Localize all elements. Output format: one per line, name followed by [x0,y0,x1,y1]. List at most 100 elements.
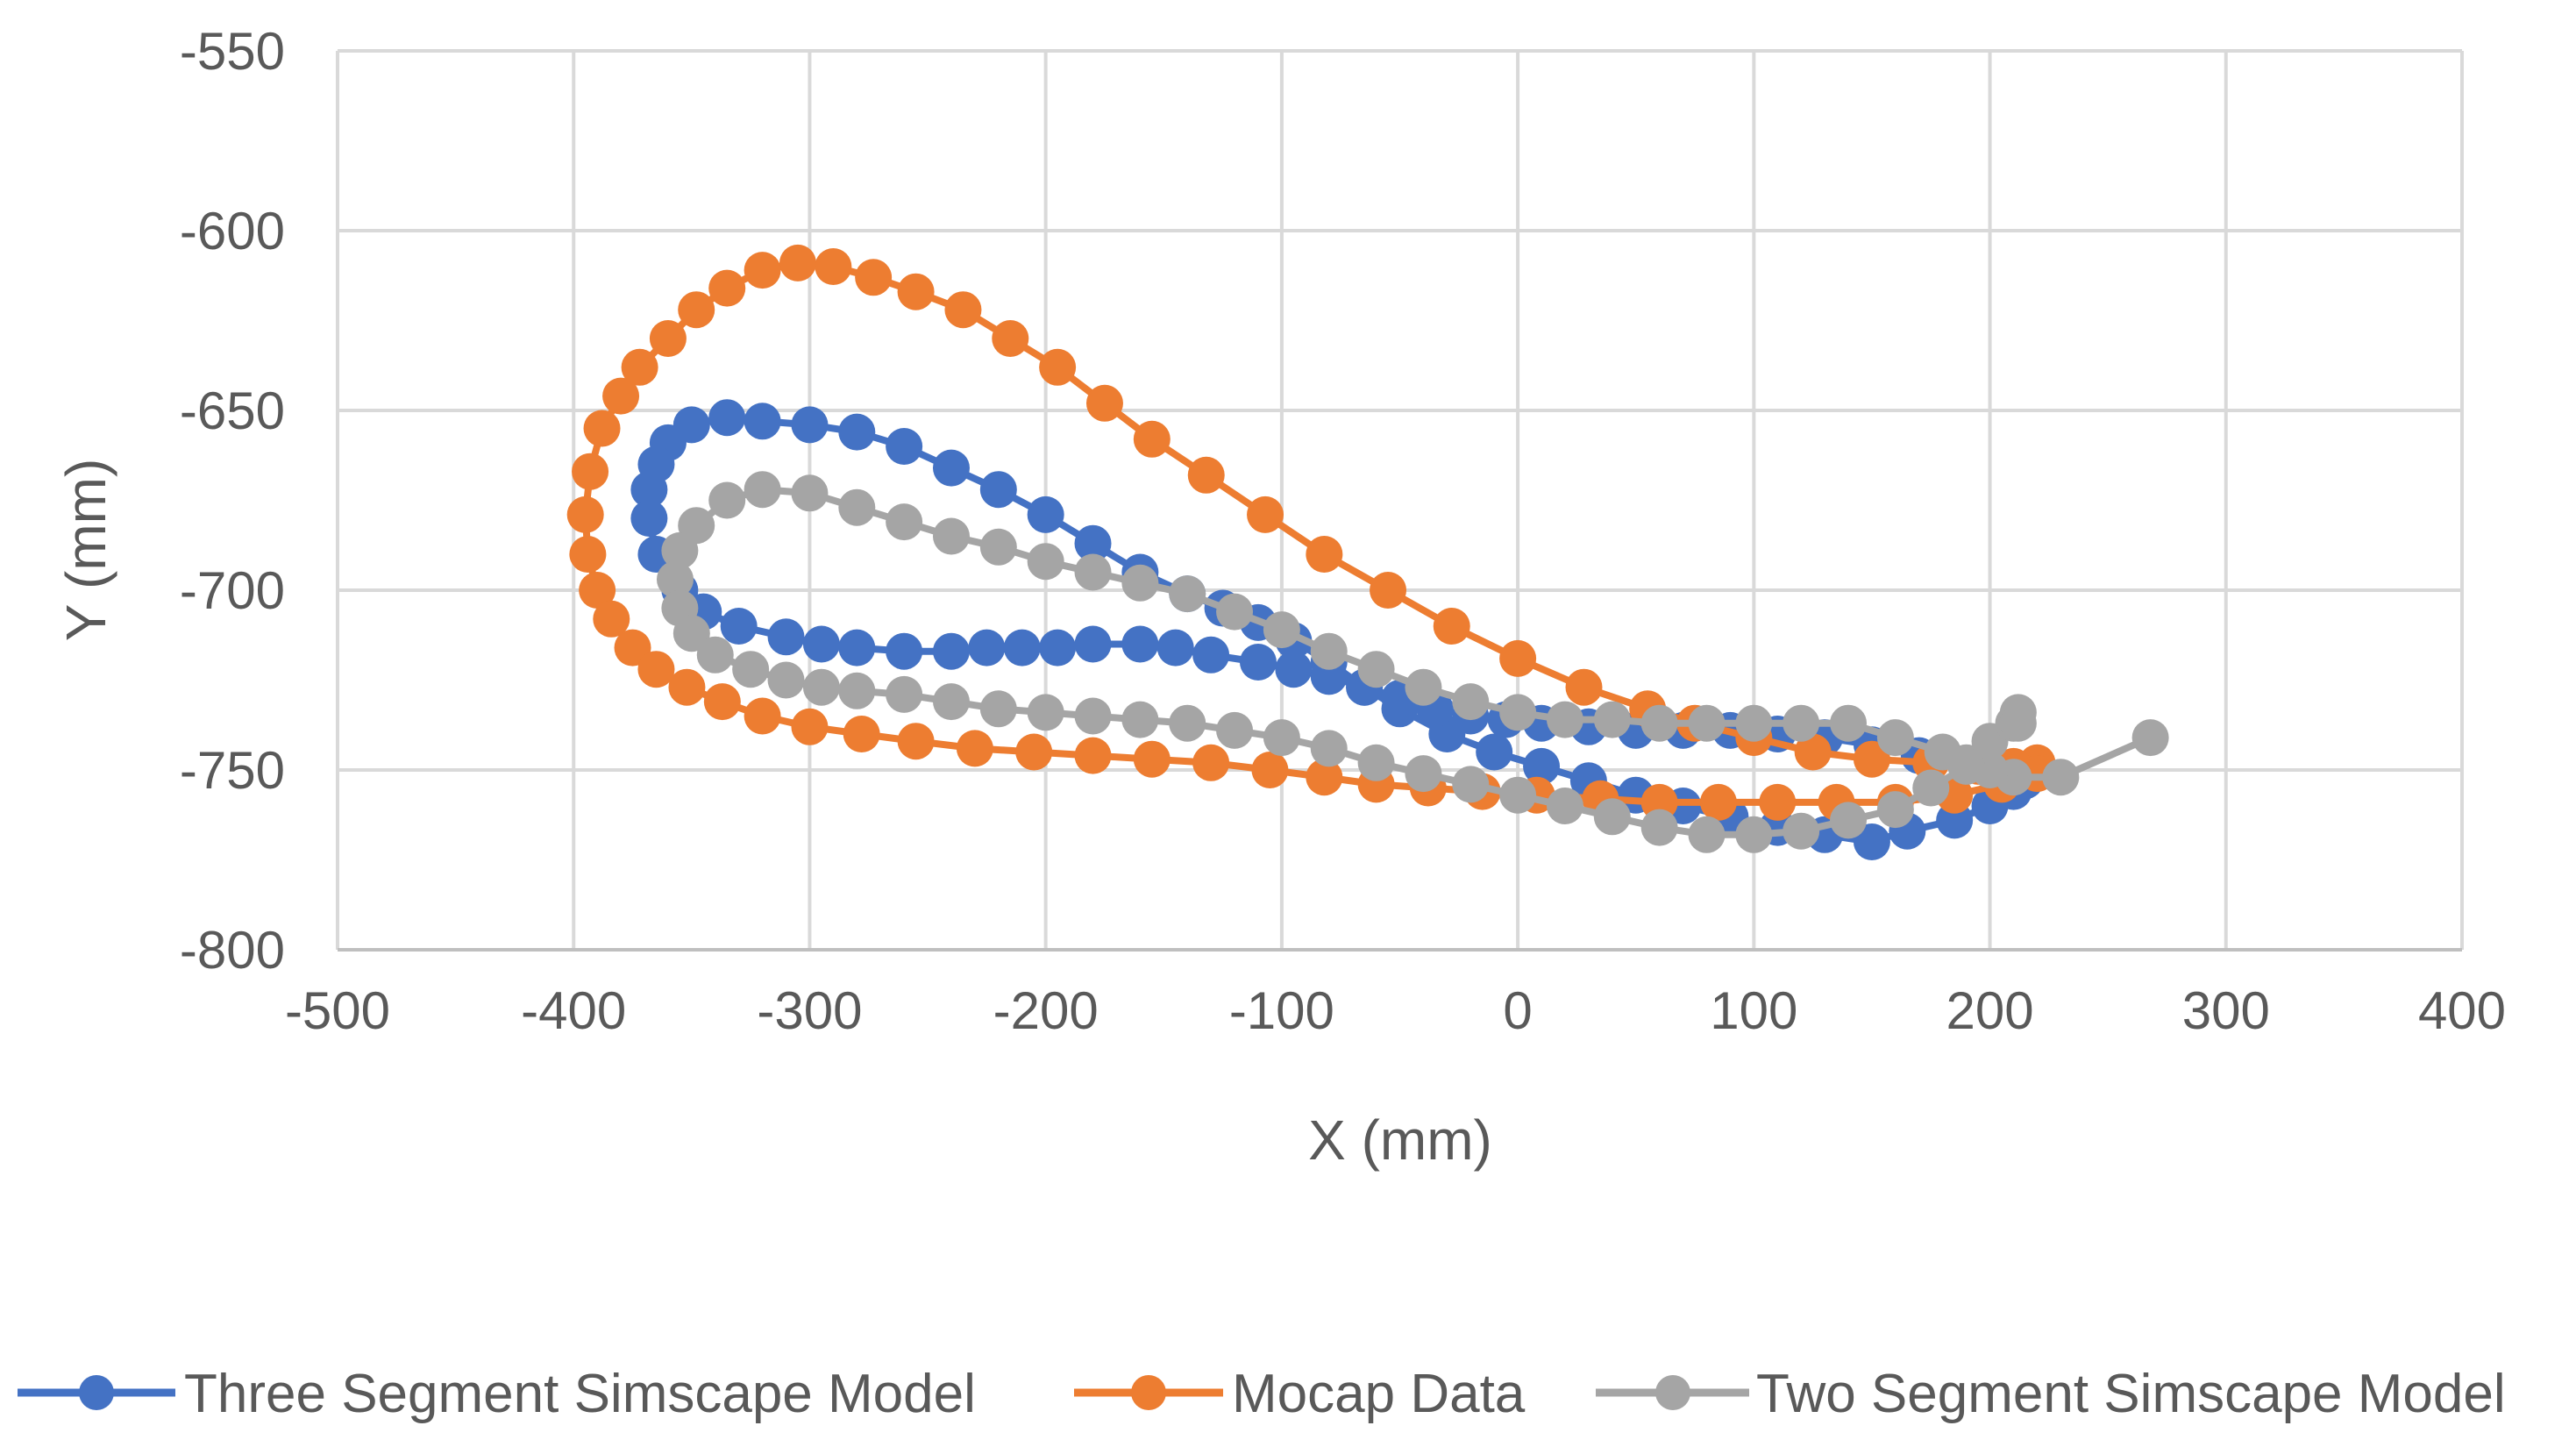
data-point [838,672,876,709]
x-tick-label: -100 [1229,981,1334,1040]
data-point [1027,694,1064,731]
data-point [1263,611,1300,649]
data-point [1593,701,1631,738]
data-point [944,291,982,329]
data-point [630,471,668,509]
data-point [1074,524,1112,562]
data-point [1251,752,1289,788]
data-point [1947,747,1985,785]
data-point [1169,575,1206,613]
data-point [1039,629,1077,666]
data-point [1912,769,1950,807]
data-point [1783,704,1820,742]
data-point [1688,816,1726,853]
legend-label-mocap: Mocap Data [1232,1364,1526,1424]
y-axis-title: Y (mm) [54,459,117,642]
legend-marker-two-segment [1655,1375,1690,1410]
legend-marker-three-segment [79,1375,114,1410]
legend-item-two-segment: Two Segment Simscape Model [1596,1364,2506,1424]
data-point [1499,776,1537,814]
data-point [979,690,1017,728]
data-point [886,428,923,465]
data-point [668,668,706,706]
data-point [1015,733,1053,771]
data-point [708,399,746,437]
data-point [1452,683,1490,721]
data-point [815,248,852,285]
data-point [1169,704,1206,742]
y-tick-label: -700 [180,561,285,620]
data-point [1640,783,1678,821]
data-point [886,675,923,713]
data-point [602,377,640,415]
data-point [1121,564,1159,602]
data-point [1121,625,1159,663]
x-tick-label: 100 [1710,981,1797,1040]
data-point [1039,348,1077,386]
data-point [572,453,609,490]
data-point [1306,536,1343,573]
data-point [744,252,781,289]
data-point [1192,744,1230,781]
data-point [1830,704,1868,742]
data-point [1216,593,1254,631]
data-point [992,320,1029,357]
series-2 [656,471,2169,853]
x-tick-label: -400 [521,981,626,1040]
data-point [1133,420,1171,458]
data-point [767,618,805,656]
data-point [2131,719,2169,757]
data-point [1027,495,1064,533]
data-point [791,406,829,444]
data-point [1699,783,1737,821]
data-point [1876,791,1914,829]
data-point [1499,694,1537,731]
data-point [672,615,710,652]
data-point [932,449,970,487]
x-tick-label: -500 [285,981,390,1040]
x-tick-label: -200 [993,981,1099,1040]
x-axis-title: X (mm) [1308,1108,1492,1172]
data-point [1310,632,1348,670]
data-point [1640,704,1678,742]
data-point [1759,783,1797,821]
y-tick-label: -550 [180,22,285,81]
data-point [838,488,876,526]
data-point [897,723,935,760]
data-point [1452,766,1490,803]
data-point [1370,572,1407,609]
data-point [968,629,1006,666]
legend: Three Segment Simscape Model Mocap Data … [18,1364,2506,1424]
data-point [932,632,970,670]
data-point [637,651,675,688]
data-point [979,528,1017,566]
data-point [1306,759,1343,796]
data-point [886,632,923,670]
data-point [630,500,668,537]
data-point [1003,629,1041,666]
legend-label-three-segment: Three Segment Simscape Model [184,1364,976,1424]
data-point [897,273,935,310]
data-point [744,697,781,735]
data-point [1853,740,1890,778]
data-point [678,291,715,329]
data-point [661,531,699,569]
data-point [979,471,1017,509]
data-point [1275,651,1313,688]
x-tick-label: 200 [1946,981,2034,1040]
data-point [703,683,741,721]
data-point [932,683,970,721]
data-point [1133,740,1171,778]
data-point [1121,701,1159,738]
data-point [791,474,829,512]
data-point [744,403,781,440]
data-point [583,410,621,447]
data-point [1999,704,2037,742]
data-point [855,259,893,296]
data-point [1565,668,1603,706]
data-point [1499,639,1537,677]
data-point [720,608,758,645]
data-point [1523,747,1561,785]
data-point [569,536,607,573]
data-point [1735,704,1773,742]
